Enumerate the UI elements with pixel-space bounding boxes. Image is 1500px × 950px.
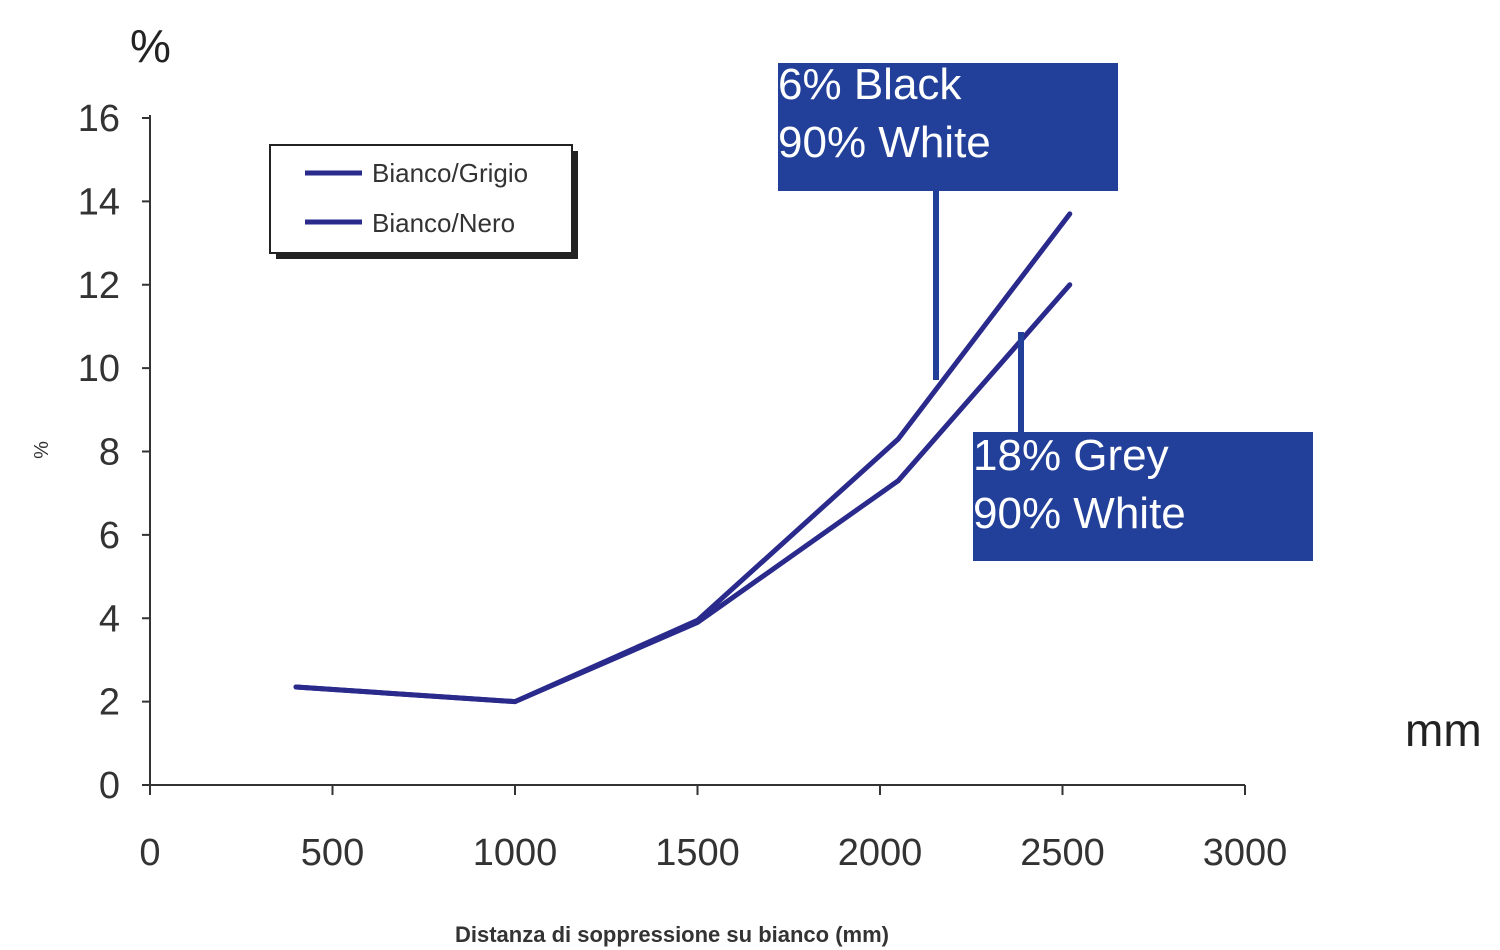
x-axis-label: Distanza di soppressione su bianco (mm)	[455, 922, 889, 947]
y-tick-label: 10	[78, 348, 120, 390]
x-tick-label: 1000	[473, 832, 558, 874]
callout-black-box	[778, 63, 1118, 191]
callout-grey: 18% Grey 90% White	[973, 332, 1313, 561]
series-group	[293, 211, 1073, 705]
legend-label-bianco-grigio: Bianco/Grigio	[372, 158, 528, 188]
x-tick-label: 500	[301, 832, 364, 874]
y-tick-label: 0	[99, 765, 120, 807]
series-line-bianco-nero	[293, 211, 1073, 705]
legend-box	[269, 144, 573, 254]
callout-black-line-1: 6% Black	[778, 60, 962, 109]
x-tick-label: 2500	[1020, 832, 1105, 874]
y-axis-label: %	[31, 441, 53, 459]
callout-grey-line-2: 90% White	[973, 489, 1186, 538]
y-tick-label: 8	[99, 432, 120, 474]
y-tick-label: 6	[99, 515, 120, 557]
legend-label-bianco-nero: Bianco/Nero	[372, 208, 515, 238]
legend: Bianco/Grigio Bianco/Nero	[269, 144, 578, 259]
x-tick-label: 1500	[655, 832, 740, 874]
y-tick-group: 0 2 4 6 8 10 12 14 16	[78, 98, 150, 807]
y-tick-label: 14	[78, 181, 120, 223]
y-tick-label: 12	[78, 265, 120, 307]
x-tick-label: 3000	[1203, 832, 1288, 874]
right-unit-label: mm	[1405, 704, 1482, 756]
y-tick-label: 4	[99, 598, 120, 640]
y-tick-label: 2	[99, 682, 120, 724]
y-tick-label: 16	[78, 98, 120, 140]
x-tick-label: 0	[139, 832, 160, 874]
callout-black: 6% Black 90% White	[778, 60, 1118, 380]
top-unit-label: %	[130, 20, 171, 72]
callout-grey-line-1: 18% Grey	[973, 431, 1169, 480]
x-tick-label: 2000	[838, 832, 923, 874]
x-tick-group: 0 500 1000 1500 2000 2500 3000	[139, 785, 1287, 874]
series-line-bianco-grigio	[293, 282, 1073, 705]
callout-black-line-2: 90% White	[778, 118, 991, 167]
callout-grey-box	[973, 432, 1313, 561]
